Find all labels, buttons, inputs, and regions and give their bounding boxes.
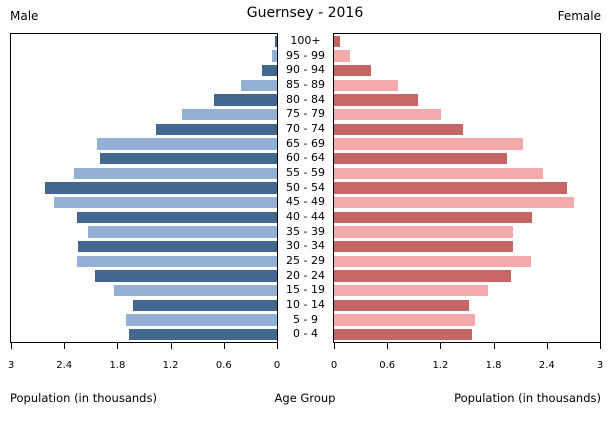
age-group-label: 75 - 79 [286,107,325,121]
male-bar-5-9 [126,314,277,326]
age-group-label: 25 - 29 [286,254,325,267]
male-bar-30-34 [77,240,277,253]
male-plot-area [10,33,278,343]
male-bar-20-24 [95,270,277,282]
male-bar-70-74 [156,123,277,135]
axis-tick-label: 0 [273,360,281,371]
male-bar-90-94 [261,64,277,77]
age-group-label: 65 - 69 [286,136,325,150]
male-bar-55-59 [73,167,277,179]
age-group-label: 45 - 49 [286,195,325,209]
age-group-label: 10 - 14 [286,298,325,311]
male-bar-50-54 [44,182,277,194]
axis-tick [600,343,601,349]
age-group-label: 100+ [290,34,321,47]
female-x-axis: 0 0.6 1.2 1.8 2.4 3 [331,343,603,375]
male-bar-0-4 [128,328,277,341]
axis-tick-label: 1.8 [485,360,502,371]
axis-tick [117,343,119,349]
female-plot-area [333,33,601,343]
female-bar-55-59 [334,167,544,179]
female-axis-caption: Population (in thousands) [454,391,601,405]
female-bar-20-24 [334,270,512,282]
female-bar-65-69 [334,138,523,150]
female-bar-25-29 [334,255,531,267]
chart-title: Guernsey - 2016 [246,5,364,21]
axis-tick-label: 2.4 [56,360,73,371]
age-group-label: 40 - 44 [286,210,325,223]
axis-tick [223,343,225,349]
female-bar-100+ [334,35,341,47]
age-group-label: 70 - 74 [286,122,325,135]
age-group-label: 35 - 39 [286,224,325,238]
male-bar-80-84 [214,94,277,106]
female-bar-30-34 [334,240,514,253]
female-bar-35-39 [334,226,514,238]
male-bar-15-19 [113,284,277,297]
axis-tick-label: 0 [330,360,338,371]
age-group-label: 30 - 34 [286,239,325,253]
female-bar-90-94 [334,64,372,77]
female-bar-0-4 [334,328,473,341]
axis-tick [64,343,66,349]
age-group-label: 20 - 24 [286,268,325,282]
male-bar-75-79 [182,108,277,121]
female-bar-40-44 [334,211,532,223]
female-bar-75-79 [334,108,442,121]
age-group-label: 50 - 54 [286,180,325,194]
male-bar-60-64 [99,152,277,165]
age-group-label: 95 - 99 [286,48,325,62]
axis-tick-label: 1.2 [432,360,449,371]
male-bar-25-29 [76,255,277,267]
male-bar-85-89 [240,79,277,91]
male-axis-caption: Population (in thousands) [10,391,157,405]
age-group-axis-caption: Age Group [274,391,336,405]
axis-tick-label: 0.6 [379,360,396,371]
male-bar-45-49 [53,196,277,209]
male-bar-65-69 [97,138,277,150]
axis-tick [11,343,12,349]
axis-tick-label: 3 [596,360,604,371]
age-group-label: 85 - 89 [286,78,325,91]
male-bar-40-44 [76,211,277,223]
male-bar-100+ [275,35,277,47]
male-x-axis: 0 0.6 1.2 1.8 2.4 3 [8,343,280,375]
axis-tick-label: 2.4 [538,360,555,371]
axis-tick-label: 0.6 [215,360,232,371]
axis-tick [170,343,172,349]
axis-tick-label: 1.2 [162,360,179,371]
age-group-label: 0 - 4 [293,327,318,341]
female-bar-80-84 [334,94,419,106]
male-bar-95-99 [271,50,277,62]
age-group-label: 5 - 9 [293,312,318,326]
age-group-label: 60 - 64 [286,151,325,165]
female-bar-45-49 [334,196,575,209]
male-bar-10-14 [133,299,277,311]
axis-tick-label: 3 [7,360,15,371]
age-group-label: 55 - 59 [286,166,325,179]
female-bar-15-19 [334,284,489,297]
age-group-label: 90 - 94 [286,63,325,77]
female-side-header: Female [557,9,601,23]
female-bar-60-64 [334,152,507,165]
axis-tick [277,343,278,349]
axis-tick [546,343,548,349]
axis-tick [334,343,335,349]
male-bar-35-39 [88,226,277,238]
age-group-label: 80 - 84 [286,92,325,106]
female-bar-70-74 [334,123,463,135]
female-bar-85-89 [334,79,398,91]
axis-tick [440,343,442,349]
female-bar-10-14 [334,299,469,311]
axis-tick [493,343,495,349]
axis-tick [387,343,389,349]
age-group-label: 15 - 19 [286,283,325,297]
female-bar-95-99 [334,50,350,62]
female-bar-50-54 [334,182,568,194]
male-side-header: Male [10,9,39,23]
female-bar-5-9 [334,314,475,326]
axis-tick-label: 1.8 [109,360,126,371]
